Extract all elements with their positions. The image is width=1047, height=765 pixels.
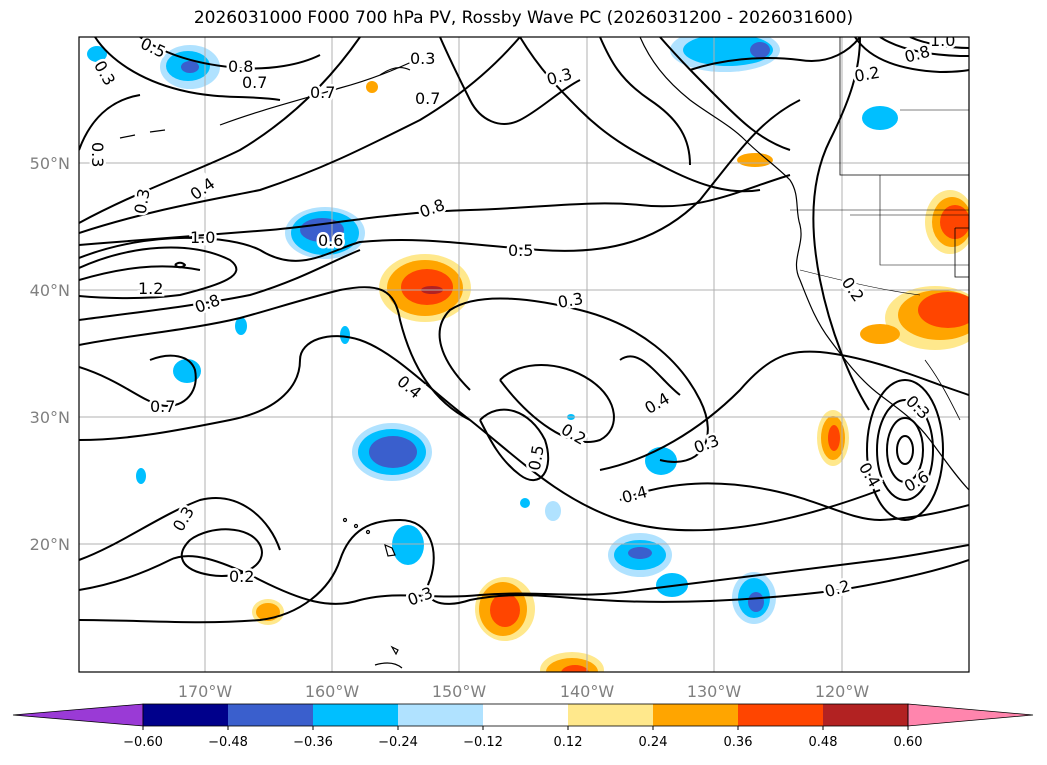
contour-label: 0.3	[169, 503, 198, 535]
lon-label: 160°W	[305, 682, 360, 701]
colorbar-tick-label: 0.12	[554, 735, 583, 750]
contour-label: 0.6	[901, 467, 933, 496]
contour-label: 0.2	[229, 567, 254, 586]
positive-anomaly-shading	[252, 81, 969, 672]
lon-label: 170°W	[178, 682, 233, 701]
colorbar-extend-min	[12, 703, 144, 727]
colorbar-cell	[143, 704, 228, 726]
colorbar-tick-label: −0.60	[123, 735, 163, 750]
contour-label: 0.8	[192, 290, 222, 317]
contour-label: 0.5	[525, 444, 548, 472]
contour-label: 0.4	[393, 372, 425, 403]
lon-label: 120°W	[815, 682, 870, 701]
contour-label: 0.7	[310, 83, 335, 102]
contour-labels: 0.5 0.8 0.7 0.3 0.3 0.7 0.3 0.8 0.3 0.4 …	[86, 31, 958, 612]
colorbar-cell	[398, 704, 483, 726]
colorbar-tick-label: 0.60	[894, 735, 923, 750]
colorbar-tick-label: −0.12	[463, 735, 503, 750]
contour-label: 0.3	[410, 49, 435, 68]
map-frame	[78, 36, 970, 673]
contour-label: 0.6	[318, 231, 343, 250]
lat-label: 20°N	[30, 535, 70, 554]
contour-label: 0.4	[620, 482, 650, 507]
lon-label: 150°W	[432, 682, 487, 701]
contour-label: 0.2	[558, 420, 590, 449]
lon-label: 140°W	[560, 682, 615, 701]
lat-label: 50°N	[30, 154, 70, 173]
contour-label: 0.3	[131, 187, 154, 215]
latitude-labels: 50°N 40°N 30°N 20°N	[30, 154, 70, 554]
contour-label: 0.4	[855, 459, 884, 491]
contour-label: 1.0	[190, 228, 215, 247]
colorbar-tick-label: 0.48	[809, 735, 838, 750]
contour-label: 0.5	[508, 241, 533, 260]
pv-contours	[79, 37, 969, 624]
contour-label: 0.7	[150, 397, 175, 416]
colorbar-tick-label: −0.48	[208, 735, 248, 750]
colorbar-tick-label: −0.24	[378, 735, 418, 750]
contour-label: 0.8	[228, 57, 253, 76]
contour-label: 0.8	[903, 42, 933, 67]
contour-label: 0.3	[691, 431, 721, 458]
lat-label: 40°N	[30, 281, 70, 300]
colorbar-cell	[823, 704, 908, 726]
colorbar-cell	[738, 704, 823, 726]
colorbar-cell	[568, 704, 653, 726]
colorbar-extend-max	[907, 703, 1034, 727]
contour-label: 0.7	[415, 89, 440, 108]
contour-label: 1.0	[930, 31, 955, 50]
contour-label: 0.3	[405, 583, 435, 610]
colorbar-cell	[313, 704, 398, 726]
colorbar-cell	[228, 704, 313, 726]
map-title: 2026031000 F000 700 hPa PV, Rossby Wave …	[193, 8, 854, 28]
colorbar-cell	[483, 704, 568, 726]
contour-label: 0.4	[641, 389, 673, 418]
colorbar-tick-label: 0.24	[639, 735, 668, 750]
colorbar-tick-label: −0.36	[293, 735, 333, 750]
contour-label: 0.3	[90, 57, 119, 89]
contour-label: 0.2	[823, 576, 853, 601]
contour-label: 0.7	[242, 73, 267, 92]
contour-label: 0.2	[853, 63, 881, 86]
contour-label: 1.2	[138, 279, 163, 298]
contour-label: 0.8	[417, 195, 447, 222]
negative-anomaly-shading	[87, 37, 898, 624]
longitude-labels: 170°W 160°W 150°W 140°W 130°W 120°W	[178, 682, 870, 701]
colorbar: −0.60 −0.48 −0.36 −0.24 −0.12 0.12 0.24 0.36 0.4…	[12, 703, 1034, 750]
colorbar-outline	[142, 703, 909, 727]
colorbar-tick-label: 0.36	[724, 735, 753, 750]
contour-label: 0.3	[556, 289, 584, 312]
coastlines	[119, 37, 969, 669]
lon-label: 130°W	[687, 682, 742, 701]
colorbar-cell	[653, 704, 738, 726]
lat-label: 30°N	[30, 408, 70, 427]
contour-label: 0.3	[88, 142, 107, 167]
